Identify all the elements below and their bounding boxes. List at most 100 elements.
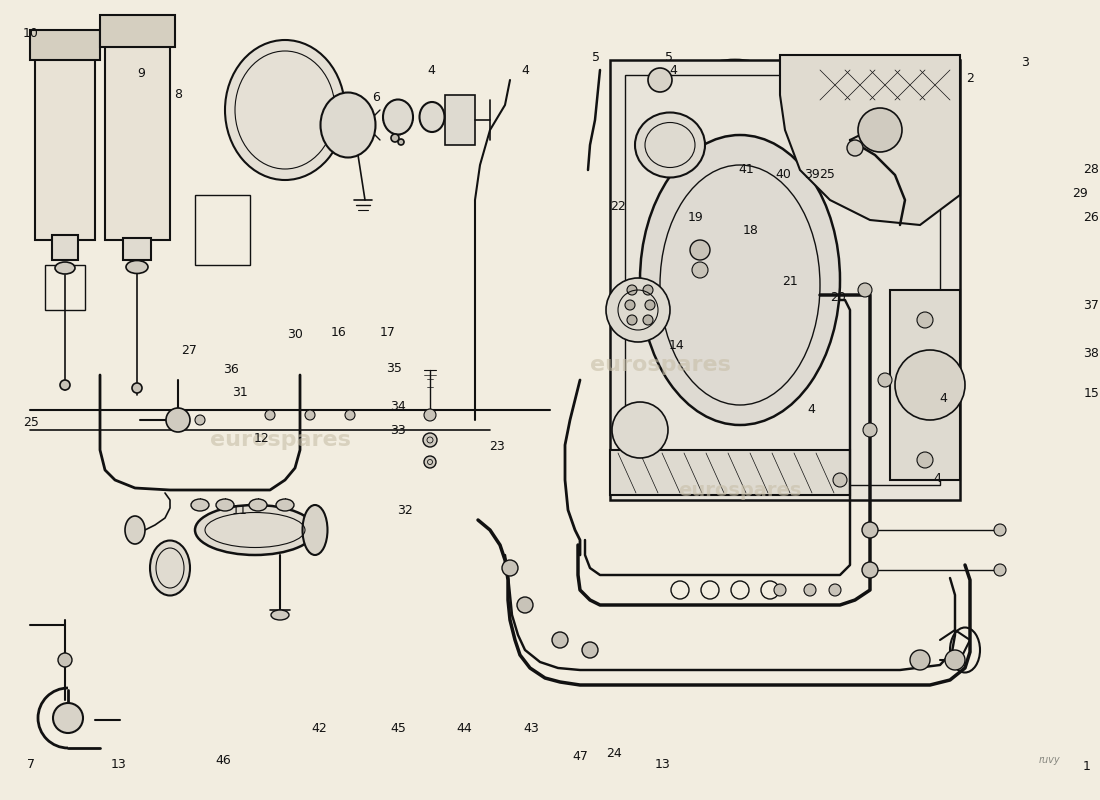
Text: 32: 32 [397,504,412,517]
Text: 36: 36 [223,363,239,376]
Circle shape [917,452,933,468]
Ellipse shape [55,262,75,274]
Circle shape [398,139,404,145]
Circle shape [644,315,653,325]
Text: 33: 33 [390,424,406,437]
Text: 4: 4 [521,64,530,77]
Ellipse shape [640,135,840,425]
Text: 47: 47 [573,750,588,762]
Circle shape [690,240,710,260]
Circle shape [833,473,847,487]
Text: 17: 17 [379,326,395,338]
Ellipse shape [276,499,294,511]
Text: 4: 4 [669,64,678,77]
Circle shape [627,315,637,325]
Circle shape [424,456,436,468]
Text: 35: 35 [386,362,402,374]
FancyBboxPatch shape [52,235,78,260]
Circle shape [994,564,1006,576]
Ellipse shape [226,40,345,180]
Circle shape [606,278,670,342]
Text: 15: 15 [1084,387,1099,400]
Text: eurospares: eurospares [210,430,351,450]
Text: 26: 26 [1084,211,1099,224]
Text: 44: 44 [456,722,472,734]
Text: 39: 39 [804,168,820,181]
Circle shape [645,300,654,310]
Circle shape [994,524,1006,536]
FancyBboxPatch shape [30,30,100,60]
Text: 25: 25 [820,168,835,181]
Circle shape [60,380,70,390]
Circle shape [424,409,436,421]
Ellipse shape [126,261,148,274]
Text: 4: 4 [933,472,942,485]
Ellipse shape [320,93,375,158]
Text: 4: 4 [939,392,948,405]
Text: 28: 28 [1084,163,1099,176]
Circle shape [612,402,668,458]
Circle shape [804,584,816,596]
Circle shape [910,650,930,670]
Polygon shape [890,290,960,480]
FancyBboxPatch shape [123,238,151,260]
Circle shape [166,408,190,432]
Text: 27: 27 [182,344,197,357]
Text: 16: 16 [331,326,346,338]
Circle shape [305,410,315,420]
Text: 37: 37 [1084,299,1099,312]
Circle shape [265,410,275,420]
Ellipse shape [125,516,145,544]
Text: 43: 43 [524,722,539,734]
Text: 2: 2 [966,72,975,85]
Text: 23: 23 [490,440,505,453]
Ellipse shape [383,99,412,134]
Circle shape [502,560,518,576]
Circle shape [625,300,635,310]
Text: 45: 45 [390,722,406,734]
Text: 14: 14 [669,339,684,352]
Text: 5: 5 [664,51,673,64]
Text: 21: 21 [782,275,797,288]
Text: 24: 24 [606,747,621,760]
Circle shape [648,68,672,92]
Circle shape [847,140,864,156]
Circle shape [692,262,708,278]
Polygon shape [780,55,960,225]
Text: 11: 11 [232,504,248,517]
Ellipse shape [191,499,209,511]
Text: 40: 40 [776,168,791,181]
Text: eurospares: eurospares [679,481,802,499]
FancyBboxPatch shape [35,55,95,240]
Text: 13: 13 [111,758,126,770]
Text: 7: 7 [26,758,35,770]
Polygon shape [610,60,960,500]
Text: 42: 42 [311,722,327,734]
Ellipse shape [150,541,190,595]
Circle shape [878,373,892,387]
Circle shape [829,584,842,596]
FancyBboxPatch shape [104,40,170,240]
Circle shape [582,642,598,658]
Text: 31: 31 [232,386,248,398]
Ellipse shape [645,60,825,260]
Ellipse shape [271,610,289,620]
Text: 9: 9 [136,67,145,80]
Circle shape [517,597,534,613]
Circle shape [864,423,877,437]
Text: 30: 30 [287,328,303,341]
Text: 4: 4 [427,64,436,77]
Text: 29: 29 [1072,187,1088,200]
Text: 10: 10 [23,27,38,40]
Circle shape [858,283,872,297]
Text: 6: 6 [372,91,381,104]
Circle shape [627,285,637,295]
Text: 34: 34 [390,400,406,413]
Circle shape [424,433,437,447]
Text: 18: 18 [742,224,758,237]
Text: 4: 4 [807,403,816,416]
Circle shape [644,285,653,295]
Circle shape [905,370,945,410]
Circle shape [774,584,786,596]
Circle shape [552,632,568,648]
